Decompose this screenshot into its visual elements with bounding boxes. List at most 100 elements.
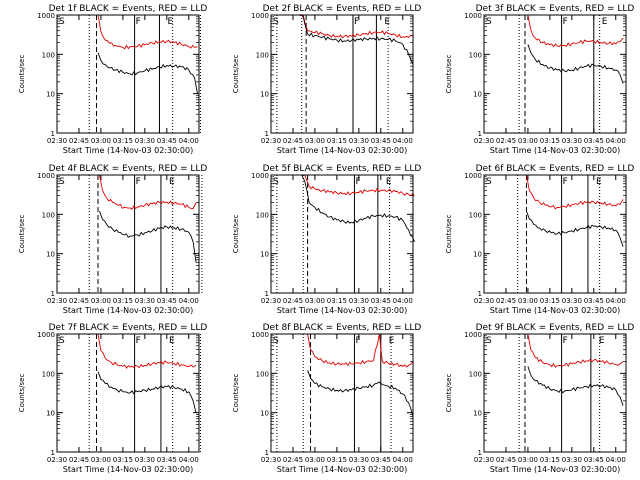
x-tick-label: 04:00 [606, 456, 626, 464]
series-line-lld [307, 333, 414, 368]
x-tick-label: 02:30 [474, 137, 494, 145]
chart-panel: Det 6f BLACK = Events, RED = LLD Counts/s… [445, 164, 634, 315]
x-tick-label: 03:15 [540, 297, 560, 305]
series-line-events [526, 211, 624, 247]
y-tick-label: 1 [51, 290, 55, 298]
x-tick-label: 02:45 [283, 297, 303, 305]
series-line-events [99, 211, 197, 263]
y-tick-label: 10 [260, 91, 269, 99]
y-tick-label: 100 [42, 211, 55, 219]
x-tick-label: 04:00 [179, 297, 199, 305]
x-tick-label: 03:15 [327, 297, 347, 305]
x-tick-label: 02:45 [283, 456, 303, 464]
x-tick-label: 03:00 [91, 456, 111, 464]
y-tick-label: 100 [469, 370, 482, 378]
y-tick-label: 1 [478, 130, 482, 138]
x-axis-label: Start Time (14-Nov-03 02:30:00) [490, 306, 620, 315]
y-tick-label: 1 [51, 130, 55, 138]
marker-label: S [273, 336, 279, 346]
x-tick-label: 03:30 [562, 297, 582, 305]
x-axis-label: Start Time (14-Nov-03 02:30:00) [277, 465, 407, 474]
chart-panel: Det 8f BLACK = Events, RED = LLD Counts/s… [232, 323, 421, 474]
series-line-lld [527, 14, 624, 48]
marker-label: F [563, 336, 568, 346]
series-line-events [307, 370, 414, 417]
y-tick-label: 10 [473, 410, 482, 418]
x-tick-label: 03:15 [327, 137, 347, 145]
y-axis-label: Counts/sec [445, 55, 453, 94]
plot-frame [56, 174, 200, 294]
series-line-events [97, 371, 197, 413]
series-line-lld [301, 174, 415, 197]
marker-label: E [596, 177, 602, 187]
series-line-events [298, 14, 414, 65]
y-tick-label: 1000 [464, 172, 482, 180]
x-tick-label: 02:30 [47, 137, 67, 145]
chart-title: Det 9f BLACK = Events, RED = LLD [476, 323, 635, 333]
plot-frame [270, 333, 414, 453]
y-tick-label: 100 [469, 211, 482, 219]
y-tick-label: 100 [469, 51, 482, 59]
x-tick-label: 03:45 [157, 137, 177, 145]
chart-panel: Det 4f BLACK = Events, RED = LLD Counts/s… [18, 164, 207, 315]
plot-frame [270, 14, 414, 134]
x-axis-label: Start Time (14-Nov-03 02:30:00) [63, 146, 193, 155]
marker-label: S [273, 177, 279, 187]
x-axis-label: Start Time (14-Nov-03 02:30:00) [277, 306, 407, 315]
series-line-lld [527, 333, 624, 368]
series-line-events [97, 52, 198, 94]
x-tick-label: 03:15 [113, 456, 133, 464]
y-tick-label: 10 [473, 91, 482, 99]
y-tick-label: 1 [265, 290, 269, 298]
x-tick-label: 02:30 [474, 456, 494, 464]
y-tick-label: 100 [42, 370, 55, 378]
y-tick-label: 1000 [464, 331, 482, 339]
x-tick-label: 03:00 [91, 297, 111, 305]
x-tick-label: 04:00 [606, 297, 626, 305]
y-tick-label: 100 [256, 370, 269, 378]
x-tick-label: 03:00 [91, 137, 111, 145]
chart-title: Det 2f BLACK = Events, RED = LLD [263, 4, 422, 14]
chart-panel: Det 7f BLACK = Events, RED = LLD Counts/s… [18, 323, 207, 474]
chart-title: Det 4f BLACK = Events, RED = LLD [49, 164, 208, 174]
marker-label: F [355, 177, 360, 187]
plot-frame [270, 174, 414, 294]
marker-label: F [355, 336, 360, 346]
x-tick-label: 03:30 [135, 297, 155, 305]
y-tick-label: 1000 [251, 12, 269, 20]
x-tick-label: 02:30 [47, 297, 67, 305]
plot-frame [483, 333, 627, 453]
series-line-events [527, 44, 624, 84]
x-tick-label: 03:00 [518, 137, 538, 145]
y-axis-label: Counts/sec [18, 215, 26, 254]
x-axis-label: Start Time (14-Nov-03 02:30:00) [490, 146, 620, 155]
chart-title: Det 8f BLACK = Events, RED = LLD [263, 323, 422, 333]
x-tick-label: 02:30 [47, 456, 67, 464]
x-tick-label: 03:15 [540, 456, 560, 464]
y-tick-label: 10 [260, 251, 269, 259]
x-tick-label: 04:00 [179, 137, 199, 145]
y-tick-label: 100 [256, 51, 269, 59]
series-line-events [301, 174, 415, 242]
y-tick-label: 10 [260, 410, 269, 418]
x-tick-label: 02:30 [261, 137, 281, 145]
y-tick-label: 100 [256, 211, 269, 219]
plot-frame [483, 174, 627, 294]
y-axis-label: Counts/sec [18, 374, 26, 413]
series-line-lld [97, 333, 197, 370]
y-axis-label: Counts/sec [445, 374, 453, 413]
x-tick-label: 03:30 [135, 456, 155, 464]
x-tick-label: 02:45 [496, 456, 516, 464]
x-tick-label: 03:30 [349, 456, 369, 464]
y-tick-label: 1000 [251, 172, 269, 180]
x-tick-label: 03:00 [305, 137, 325, 145]
x-axis-label: Start Time (14-Nov-03 02:30:00) [63, 465, 193, 474]
x-tick-label: 02:45 [69, 137, 89, 145]
marker-label: E [602, 17, 608, 27]
x-tick-label: 03:45 [157, 456, 177, 464]
chart-title: Det 1f BLACK = Events, RED = LLD [49, 4, 208, 14]
chart-panel: Det 1f BLACK = Events, RED = LLD Counts/s… [18, 4, 207, 155]
marker-label: F [136, 17, 141, 27]
series-line-events [527, 366, 624, 406]
